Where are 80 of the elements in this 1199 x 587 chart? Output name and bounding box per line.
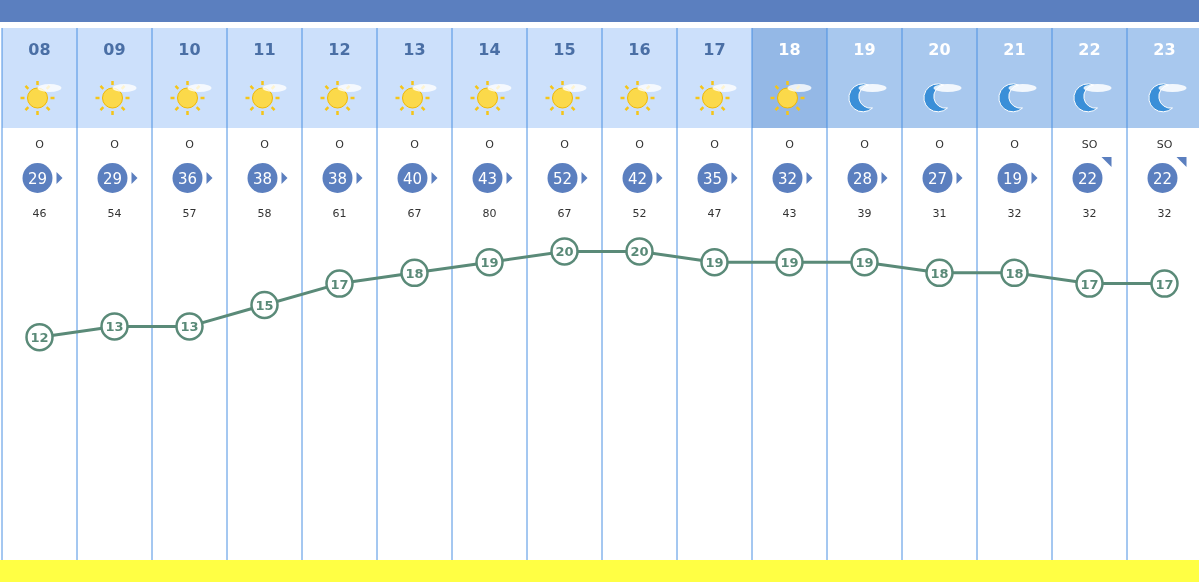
data-label: 17 — [1080, 276, 1099, 292]
data-label: 18 — [1005, 265, 1024, 281]
text: O — [785, 138, 795, 151]
text: 57 — [182, 207, 197, 220]
text: 67 — [407, 207, 422, 220]
text: 38 — [252, 170, 273, 188]
text: 47 — [707, 207, 722, 220]
data-label: 15 — [255, 298, 274, 313]
text: 32 — [1157, 207, 1172, 220]
data-label: 17 — [330, 276, 349, 292]
text: O — [260, 138, 270, 151]
text: 22 — [1077, 170, 1098, 188]
text: 32 — [1082, 207, 1097, 220]
text: SO — [1081, 138, 1098, 151]
x-tick-label: 14 — [478, 40, 501, 59]
text: 43 — [782, 207, 797, 220]
data-label: 19 — [480, 255, 499, 271]
text: 42 — [627, 170, 648, 188]
text: 36 — [177, 170, 198, 188]
text: 28 — [852, 170, 873, 188]
x-tick-label: 18 — [778, 40, 801, 59]
text: O — [110, 138, 120, 151]
x-tick-label: 21 — [1003, 40, 1026, 59]
text: O — [635, 138, 645, 151]
x-tick-label: 22 — [1078, 40, 1101, 59]
data-label: 17 — [1155, 276, 1174, 292]
text: 46 — [32, 207, 47, 220]
x-tick-label: 09 — [103, 40, 126, 59]
x-tick-label: 16 — [628, 40, 651, 59]
text: 52 — [552, 170, 573, 188]
text: 27 — [927, 170, 948, 188]
x-tick-label: 12 — [328, 40, 351, 59]
text: 38 — [327, 170, 348, 188]
x-tick-label: 19 — [853, 40, 876, 59]
text: 54 — [107, 207, 122, 220]
text: 40 — [402, 170, 423, 188]
text: 29 — [102, 170, 123, 188]
x-tick-label: 17 — [703, 40, 726, 59]
x-tick-label: 23 — [1153, 40, 1176, 59]
data-label: 18 — [930, 265, 949, 281]
data-label: 12 — [30, 330, 49, 346]
x-tick-label: 20 — [928, 40, 951, 59]
data-label: 19 — [780, 255, 799, 271]
data-label: 19 — [705, 255, 724, 271]
data-label: 19 — [855, 255, 874, 271]
text: 61 — [332, 207, 347, 220]
text: 67 — [557, 207, 572, 220]
data-label: 18 — [405, 265, 424, 281]
text: O — [860, 138, 870, 151]
text: SO — [1156, 138, 1173, 151]
text: O — [35, 138, 45, 151]
text: O — [1010, 138, 1020, 151]
text: O — [935, 138, 945, 151]
x-tick-label: 11 — [253, 40, 276, 59]
text: O — [335, 138, 345, 151]
text: 35 — [702, 170, 723, 188]
text: 19 — [1002, 170, 1023, 188]
data-label: 20 — [630, 244, 649, 260]
text: O — [410, 138, 420, 151]
text: O — [560, 138, 570, 151]
text: 39 — [857, 207, 872, 220]
x-tick-label: 10 — [178, 40, 201, 59]
text: 29 — [27, 170, 48, 188]
x-tick-label: 08 — [28, 40, 51, 59]
text: 80 — [482, 207, 497, 220]
text: O — [485, 138, 495, 151]
text: 58 — [257, 207, 272, 220]
data-label: 13 — [180, 319, 199, 335]
text: 22 — [1152, 170, 1173, 188]
data-label: 13 — [105, 319, 124, 335]
text: O — [185, 138, 195, 151]
text: 32 — [1007, 207, 1022, 220]
text: 52 — [632, 207, 647, 220]
x-tick-label: 15 — [553, 40, 576, 59]
text: 32 — [777, 170, 798, 188]
text: O — [710, 138, 720, 151]
text: 43 — [477, 170, 498, 188]
data-label: 20 — [555, 244, 574, 260]
x-tick-label: 13 — [403, 40, 426, 59]
text: 31 — [932, 207, 947, 220]
